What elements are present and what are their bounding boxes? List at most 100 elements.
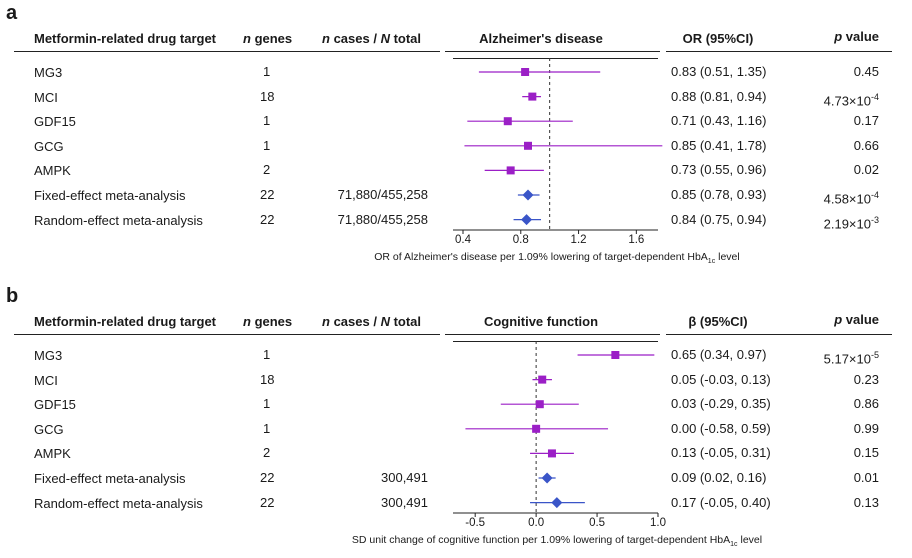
x-tick-label: 1.2 (570, 234, 587, 246)
point-estimate-square (503, 117, 512, 126)
header-target: Metformin-related drug target (34, 314, 217, 329)
row-p-exponent: -5 (870, 350, 879, 360)
row-p-base: 0.23 (853, 371, 879, 387)
header-p-italic: p (834, 29, 843, 44)
panel-b: b Metformin-related drug target n genes n c… (0, 283, 912, 549)
header-plot-title: Cognitive function (483, 314, 599, 329)
header-p-rest: value (842, 29, 879, 44)
point-estimate-square (547, 449, 556, 458)
row-genes: 22 (260, 470, 275, 485)
header-target: Metformin-related drug target (34, 31, 217, 46)
row-p-base: 0.86 (853, 396, 879, 412)
point-estimate-diamond (551, 497, 563, 509)
header-effect: OR (95%CI) (682, 31, 754, 46)
panel-label: a (6, 2, 18, 24)
point-estimate-square (538, 375, 547, 384)
forest-plot (453, 341, 659, 517)
header-cases-italic-N: N (380, 31, 390, 46)
header-p-value: p value (799, 29, 879, 45)
x-axis-label-suffix: level (715, 251, 740, 263)
row-p-exponent: -3 (870, 214, 879, 225)
row-effect-ci: 0.83 (0.51, 1.35) (671, 64, 767, 79)
plot-top-rule (453, 58, 658, 59)
row-label: MG3 (34, 65, 63, 80)
point-estimate-diamond (521, 214, 533, 226)
header-rule-2 (445, 51, 660, 52)
row-genes: 1 (263, 347, 271, 362)
row-cases: 300,491 (381, 470, 428, 485)
row-p-value: 5.17×10-5 (759, 347, 879, 367)
row-genes: 22 (260, 211, 275, 227)
row-genes: 22 (260, 187, 275, 202)
row-genes: 22 (260, 494, 275, 510)
forest-plot (453, 58, 663, 234)
x-axis-label-text: OR of Alzheimer's disease per 1.09% lowe… (374, 251, 708, 263)
header-p-rest: value (842, 312, 879, 327)
header-cases-rest: total (389, 314, 422, 329)
row-effect-ci: 0.09 (0.02, 0.16) (671, 470, 767, 485)
x-tick-label: 1.0 (650, 517, 666, 529)
row-label: MCI (34, 372, 58, 388)
row-p-value: 0.45 (759, 64, 879, 80)
point-estimate-square (535, 400, 544, 409)
row-p-value: 0.66 (759, 138, 879, 154)
row-p-value: 0.86 (759, 396, 879, 412)
row-label: Fixed-effect meta-analysis (34, 188, 186, 203)
row-genes: 1 (263, 420, 271, 436)
row-p-value: 4.73×10-4 (759, 89, 879, 109)
row-label: MCI (34, 89, 58, 105)
panel-a: a Metformin-related drug target n genes n c… (0, 0, 912, 275)
row-label: AMPK (34, 446, 71, 462)
point-estimate-diamond (541, 472, 553, 484)
row-p-base: 0.99 (853, 420, 879, 436)
header-cases: n cases / N total (322, 314, 421, 330)
row-genes: 2 (263, 162, 271, 178)
row-effect-ci: 0.73 (0.55, 0.96) (671, 162, 767, 178)
row-cases: 300,491 (381, 494, 428, 510)
header-p-value: p value (799, 312, 879, 328)
row-genes: 1 (263, 396, 271, 412)
row-p-base: 0.17 (853, 113, 879, 129)
row-p-base: 5.17×10 (823, 351, 871, 367)
row-p-value: 0.13 (759, 495, 879, 511)
point-estimate-diamond (522, 189, 534, 201)
point-estimate-square (528, 92, 537, 101)
header-cases: n cases / N total (322, 31, 421, 47)
header-cases-italic-n: n (322, 314, 330, 329)
row-p-base: 4.73×10 (823, 92, 871, 108)
row-effect-ci: 0.13 (-0.05, 0.31) (671, 445, 771, 461)
row-label: AMPK (34, 163, 71, 179)
x-axis-label-suffix: level (737, 534, 763, 546)
x-tick-label: 1.6 (628, 234, 645, 246)
panel-label: b (6, 285, 19, 307)
point-estimate-square (521, 68, 530, 76)
x-tick-label: 0.0 (528, 517, 545, 529)
row-effect-ci: 0.00 (-0.58, 0.59) (671, 420, 771, 436)
header-genes: n genes (243, 31, 292, 47)
row-label: Random-effect meta-analysis (34, 212, 203, 228)
row-p-base: 0.15 (853, 445, 879, 461)
header-plot-title: Alzheimer's disease (479, 31, 603, 46)
header-rule-3 (666, 51, 892, 52)
x-axis-label-text: SD unit change of cognitive function per… (351, 534, 731, 546)
row-p-value: 0.15 (759, 445, 879, 461)
row-p-base: 0.02 (853, 162, 879, 178)
header-genes-rest: genes (250, 31, 293, 46)
row-effect-ci: 0.65 (0.34, 0.97) (671, 347, 767, 362)
row-p-exponent: -4 (870, 91, 879, 102)
row-effect-ci: 0.71 (0.43, 1.16) (671, 113, 767, 129)
point-estimate-square (611, 351, 620, 359)
row-p-base: 0.13 (853, 494, 879, 510)
x-axis-label-sub: 1c (707, 258, 716, 266)
row-p-base: 2.19×10 (823, 215, 871, 231)
row-label: GDF15 (34, 397, 76, 413)
x-tick-label: 0.4 (455, 234, 471, 246)
x-tick-label: 0.8 (512, 234, 529, 246)
row-p-value: 0.23 (759, 372, 879, 388)
x-axis-label: SD unit change of cognitive function per… (297, 534, 817, 548)
header-rule-3 (666, 334, 892, 335)
row-genes: 1 (263, 64, 271, 79)
x-axis-label-sub: 1c (730, 541, 738, 549)
row-label: GCG (34, 421, 64, 437)
row-label: MG3 (34, 348, 63, 363)
